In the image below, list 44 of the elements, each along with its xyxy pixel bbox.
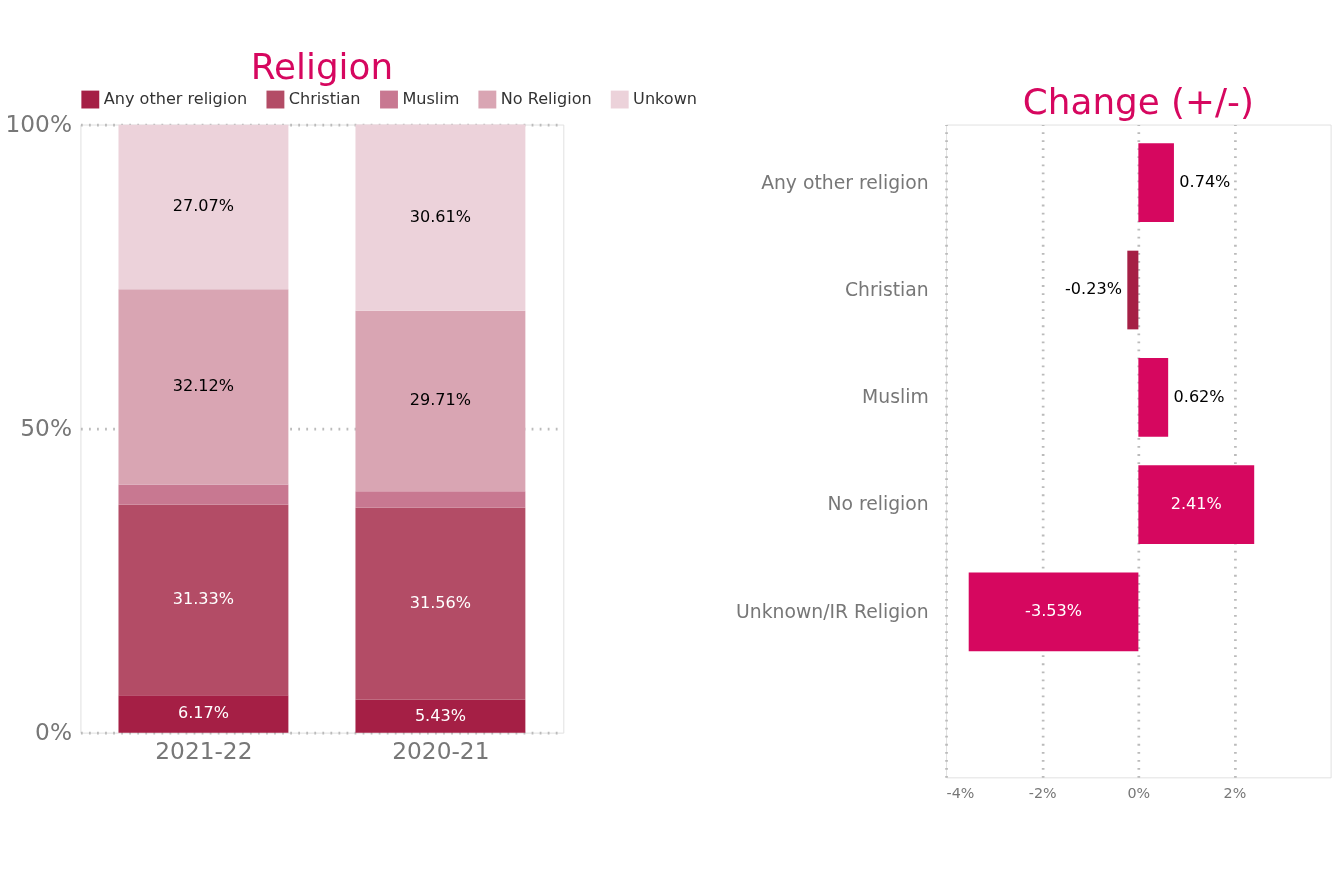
bar bbox=[118, 124, 289, 290]
bar bbox=[118, 484, 289, 505]
bar bbox=[355, 699, 526, 733]
x-tick-label: -4% bbox=[946, 785, 975, 802]
data-label: 6.17% bbox=[177, 703, 229, 723]
x-tick-label: 2020-21 bbox=[392, 737, 490, 765]
legend-label: No Religion bbox=[500, 89, 592, 109]
data-label: 29.71% bbox=[409, 390, 472, 410]
bar bbox=[355, 507, 526, 700]
data-label: -0.23% bbox=[1065, 279, 1122, 299]
bar bbox=[118, 504, 289, 696]
data-label: 0.74% bbox=[1179, 172, 1231, 192]
data-label: 0.62% bbox=[1173, 386, 1225, 406]
bar bbox=[355, 310, 526, 492]
data-label: 30.61% bbox=[409, 207, 472, 227]
data-label: 31.33% bbox=[172, 589, 235, 609]
data-label: 2.41% bbox=[1170, 494, 1222, 514]
y-tick-label: 0% bbox=[35, 718, 72, 746]
x-tick-label: -2% bbox=[1028, 785, 1057, 802]
bar bbox=[355, 124, 526, 311]
x-tick-label: 0% bbox=[1127, 785, 1151, 802]
y-tick-label: Christian bbox=[845, 278, 929, 300]
data-label: 32.12% bbox=[172, 376, 235, 396]
data-label: 27.07% bbox=[172, 196, 235, 216]
y-tick-label: No religion bbox=[827, 493, 929, 515]
data-label: -3.53% bbox=[1025, 601, 1082, 621]
legend-label: Unkown bbox=[633, 89, 697, 109]
bar bbox=[118, 695, 289, 733]
y-tick-label: 50% bbox=[20, 414, 72, 442]
y-tick-label: Unknown/IR Religion bbox=[736, 600, 929, 622]
bar bbox=[355, 491, 526, 508]
y-tick-label: Muslim bbox=[862, 386, 929, 408]
x-tick-label: 2021-22 bbox=[155, 737, 253, 765]
data-label: 5.43% bbox=[414, 705, 466, 725]
legend-label: Christian bbox=[288, 89, 361, 109]
chart-title: Religion bbox=[250, 45, 394, 87]
legend-label: Any other religion bbox=[103, 89, 248, 109]
x-tick-label: 2% bbox=[1223, 785, 1247, 802]
bar bbox=[118, 289, 289, 485]
legend-label: Muslim bbox=[402, 89, 460, 109]
data-label: 31.56% bbox=[409, 593, 472, 613]
y-tick-label: 100% bbox=[5, 110, 72, 138]
y-tick-label: Any other religion bbox=[761, 171, 929, 193]
chart-title: Change (+/-) bbox=[1022, 80, 1254, 122]
